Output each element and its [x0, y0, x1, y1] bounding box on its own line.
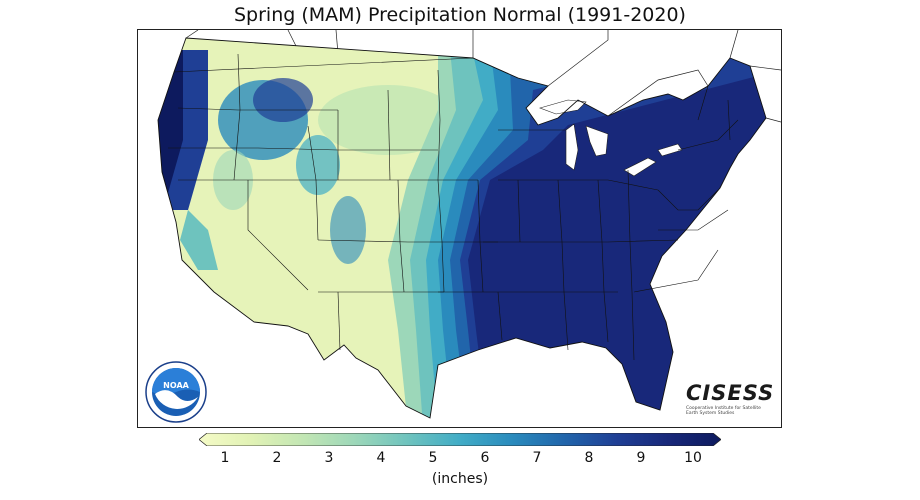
canada-boundaries	[185, 30, 781, 123]
colorbar-tick-label: 9	[636, 450, 646, 466]
colorbar	[199, 433, 721, 446]
precipitation-map: NOAA CISESS Cooperative Institute for Sa…	[137, 29, 782, 428]
cisess-name: CISESS	[686, 381, 775, 405]
colorbar-tick-label: 6	[480, 450, 490, 466]
colorbar-tick-label: 8	[584, 450, 594, 466]
colorbar-tick-label: 7	[532, 450, 542, 466]
map-title: Spring (MAM) Precipitation Normal (1991-…	[234, 4, 686, 26]
colorbar-tick-label: 4	[376, 450, 386, 466]
colorbar-tick-label: 3	[324, 450, 334, 466]
conus-map-canvas	[157, 30, 781, 419]
cisess-subtitle: Cooperative Institute for Satellite Eart…	[686, 406, 761, 416]
cisess-logo: CISESS Cooperative Institute for Satelli…	[686, 382, 778, 416]
us-outline	[157, 37, 767, 419]
colorbar-tick-label: 10	[684, 450, 702, 466]
precipitation-field	[158, 38, 766, 418]
colorbar-tick-label: 5	[428, 450, 438, 466]
colorbar-tick-label: 1	[220, 450, 230, 466]
colorbar-tick-label: 2	[272, 450, 282, 466]
noaa-logo: NOAA	[145, 361, 207, 423]
colorbar-units: (inches)	[431, 471, 489, 487]
noaa-text: NOAA	[163, 381, 189, 390]
